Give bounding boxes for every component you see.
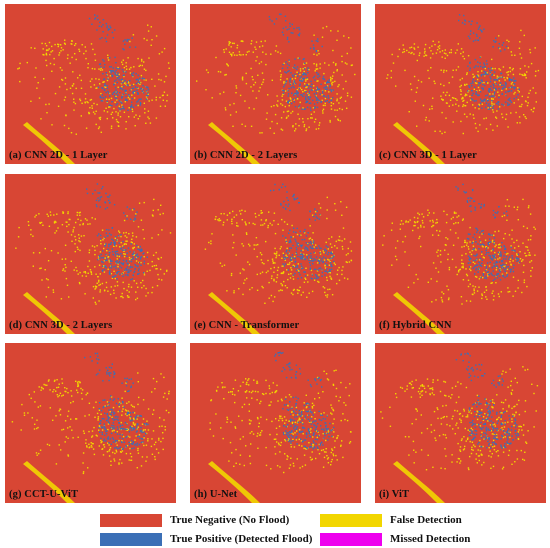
legend-item-false-detection: False Detection (320, 512, 462, 528)
panel-caption: (a) CNN 2D - 1 Layer (9, 150, 108, 161)
flood-map-image (11, 352, 170, 503)
legend: True Negative (No Flood) True Positive (… (0, 510, 550, 548)
panel-e: (e) CNN - Transformer (190, 174, 361, 334)
panel-caption: (i) ViT (379, 489, 410, 500)
panel-caption: (f) Hybrid CNN (379, 320, 452, 331)
panel-caption: (g) CCT-U-ViT (9, 489, 79, 500)
legend-label: False Detection (390, 514, 462, 526)
panel-caption: (b) CNN 2D - 2 Layers (194, 150, 298, 161)
legend-swatch (100, 513, 162, 527)
flood-map-image (380, 352, 539, 503)
legend-swatch (320, 513, 382, 527)
flood-map-image (382, 183, 536, 334)
panel-c: (c) CNN 3D - 1 Layer (375, 4, 546, 164)
legend-item-true-positive: True Positive (Detected Flood) (100, 531, 312, 547)
legend-swatch (100, 532, 162, 546)
legend-label: Missed Detection (390, 533, 471, 545)
legend-label: True Positive (Detected Flood) (170, 533, 313, 545)
panel-caption: (h) U-Net (194, 489, 238, 500)
panel-caption: (d) CNN 3D - 2 Layers (9, 320, 113, 331)
panel-caption: (c) CNN 3D - 1 Layer (379, 150, 477, 161)
panel-g: (g) CCT-U-ViT (5, 343, 176, 503)
flood-map-grid: (a) CNN 2D - 1 Layer (b) CNN 2D - 2 Laye… (5, 4, 546, 503)
panel-b: (b) CNN 2D - 2 Layers (190, 4, 361, 164)
panel-caption: (e) CNN - Transformer (194, 320, 300, 331)
panel-d: (d) CNN 3D - 2 Layers (5, 174, 176, 334)
panel-i: (i) ViT (375, 343, 546, 503)
flood-map-image (204, 183, 353, 334)
panel-f: (f) Hybrid CNN (375, 174, 546, 334)
panel-a: (a) CNN 2D - 1 Layer (5, 4, 176, 164)
legend-label: True Negative (No Flood) (170, 514, 290, 526)
flood-map-image (196, 13, 356, 164)
flood-map-image (386, 14, 540, 164)
legend-item-true-negative: True Negative (No Flood) (100, 512, 289, 528)
panel-h: (h) U-Net (190, 343, 361, 503)
legend-swatch (320, 532, 382, 546)
flood-map-image (17, 14, 170, 164)
flood-map-image (15, 183, 172, 334)
legend-item-missed-detection: Missed Detection (320, 531, 470, 547)
flood-map-image (208, 351, 352, 503)
